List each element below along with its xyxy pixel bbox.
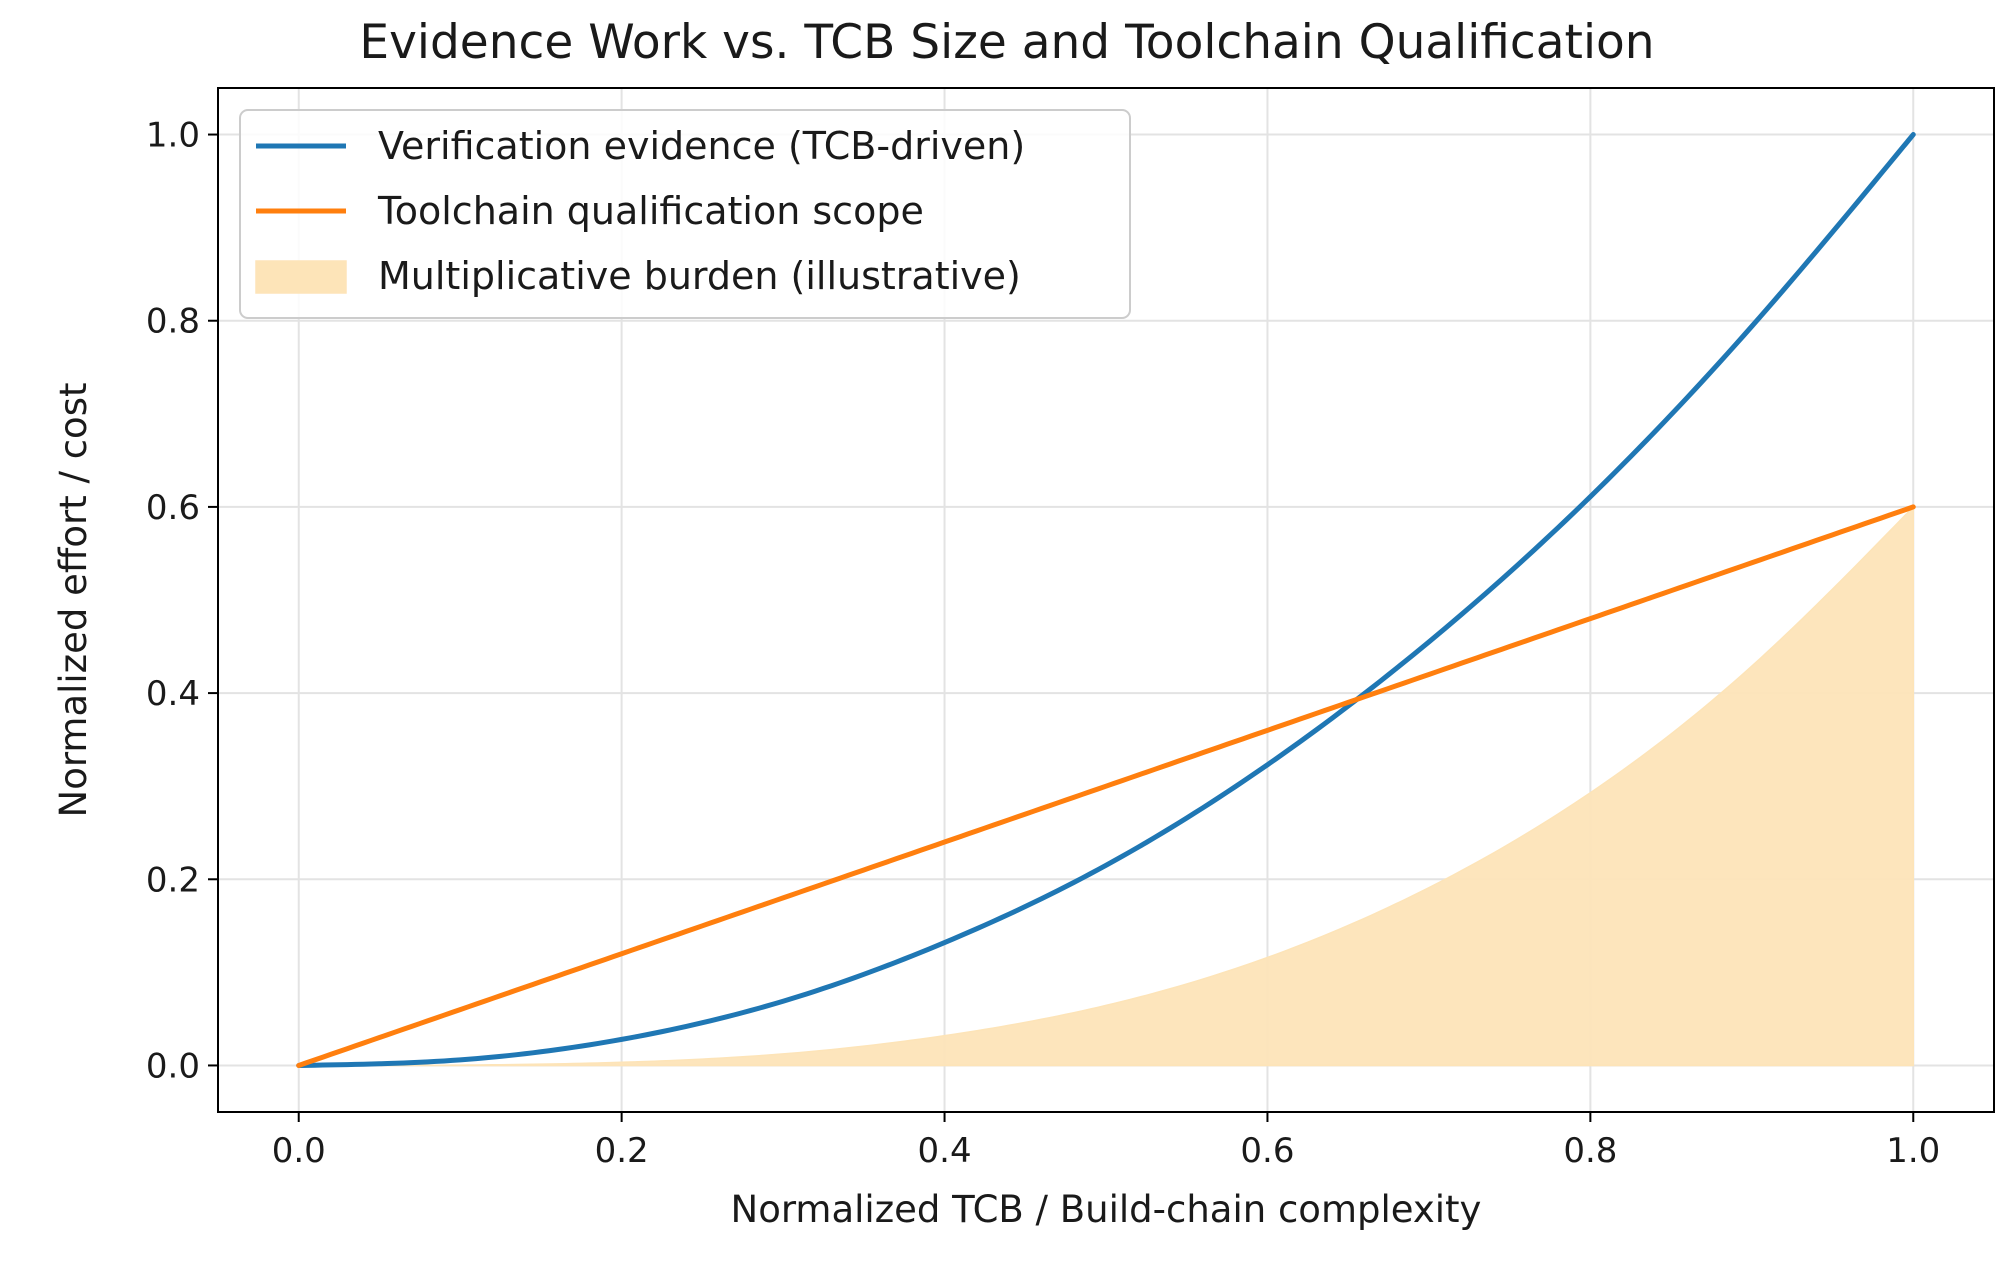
x-tick-label: 0.4	[918, 1131, 972, 1171]
y-tick-label: 0.0	[146, 1046, 200, 1086]
line-layer	[296, 132, 1916, 1068]
x-tick-label: 0.2	[595, 1131, 649, 1171]
x-tick-label: 0.8	[1563, 1131, 1617, 1171]
x-axis-label: Normalized TCB / Build-chain complexity	[731, 1188, 1482, 1231]
legend: Verification evidence (TCB-driven) Toolc…	[239, 109, 1131, 319]
series-area-burden	[298, 505, 1915, 1067]
y-axis-label: Normalized effort / cost	[52, 383, 95, 818]
y-tick-label: 0.8	[146, 302, 200, 342]
series-line-1	[296, 504, 1916, 1068]
legend-box	[239, 109, 1131, 319]
legend-label-toolchain: Toolchain qualification scope	[377, 189, 924, 233]
x-axis-ticks: 0.0 0.2 0.4 0.6 0.8 1.0	[272, 1112, 1940, 1171]
y-tick-label: 1.0	[146, 116, 200, 156]
plot-frame	[217, 87, 1995, 1113]
y-tick-label: 0.6	[146, 488, 200, 528]
x-tick-label: 1.0	[1886, 1131, 1940, 1171]
y-tick-label: 0.4	[146, 674, 200, 714]
series-line-0	[296, 132, 1916, 1068]
y-axis-ticks: 0.0 0.2 0.4 0.6 0.8 1.0	[146, 116, 218, 1086]
legend-label-burden: Multiplicative burden (illustrative)	[378, 254, 1021, 298]
area-layer	[298, 505, 1915, 1067]
legend-swatch-burden	[255, 260, 347, 294]
y-tick-label: 0.2	[146, 860, 200, 900]
legend-label-verification: Verification evidence (TCB-driven)	[378, 124, 1025, 168]
x-tick-label: 0.0	[272, 1131, 326, 1171]
chart-title: Evidence Work vs. TCB Size and Toolchain…	[359, 15, 1654, 70]
x-tick-label: 0.6	[1240, 1131, 1294, 1171]
